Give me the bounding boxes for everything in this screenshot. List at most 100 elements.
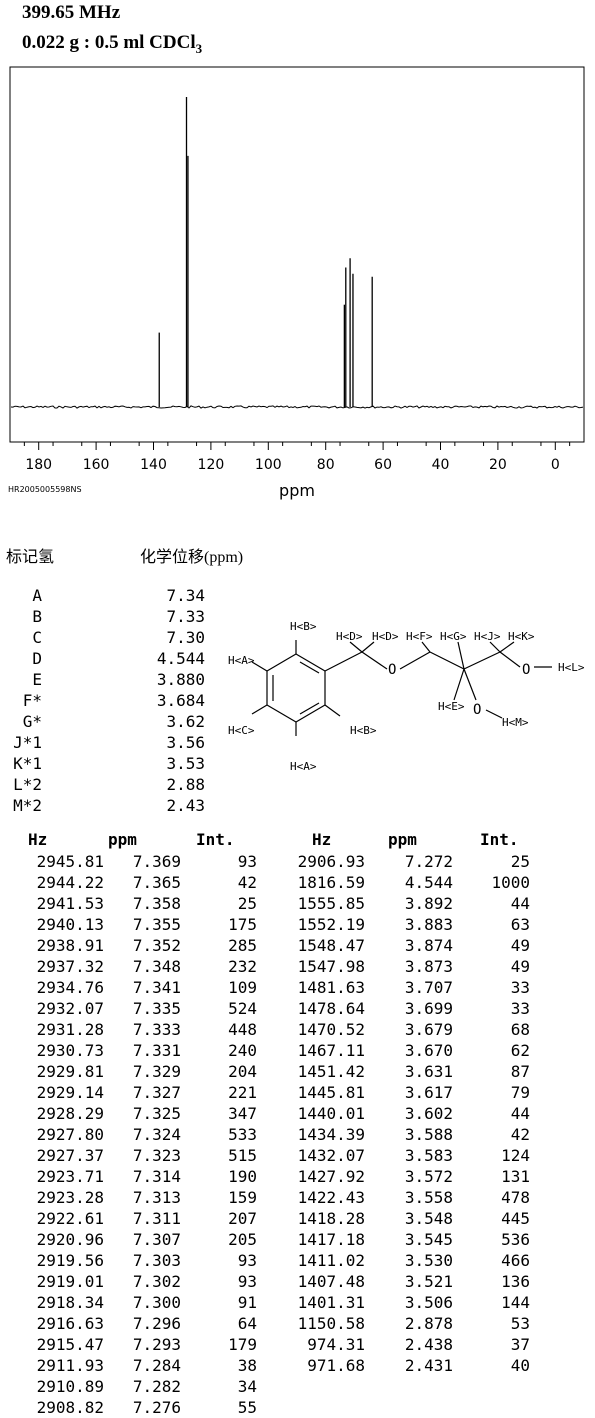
molecule-structure: H<B> H<A> H<C> H<B> H<A> H<D> H<D> H<F> … xyxy=(228,620,585,772)
peak-hz: 1411.02 xyxy=(297,1251,365,1270)
peak-hz: 2927.80 xyxy=(36,1125,104,1144)
peak-hz: 2910.89 xyxy=(36,1377,104,1396)
peak-intensity: 533 xyxy=(228,1125,257,1144)
peak-ppm: 3.530 xyxy=(404,1251,453,1270)
plot-frame xyxy=(9,66,585,443)
chemical-shift: 7.34 xyxy=(166,586,205,605)
peak-ppm: 7.313 xyxy=(132,1188,181,1207)
peak-intensity: 93 xyxy=(237,1251,257,1270)
peak-intensity: 25 xyxy=(510,852,530,871)
peak-hz: 1552.19 xyxy=(297,915,365,934)
chemical-shift: 7.30 xyxy=(166,628,205,647)
peak-intensity: 232 xyxy=(228,957,257,976)
peak-ppm: 3.699 xyxy=(404,999,453,1018)
peak-hz: 2932.07 xyxy=(36,999,104,1018)
chemical-shift: 3.56 xyxy=(166,733,205,752)
h-label-f: H<F> xyxy=(406,630,433,643)
peak-intensity: 136 xyxy=(501,1272,530,1291)
peak-hz: 2906.93 xyxy=(297,852,365,871)
peak-ppm: 7.284 xyxy=(132,1356,181,1375)
assignment-row: C 7.30 xyxy=(0,627,205,648)
peak-hz: 2919.01 xyxy=(36,1272,104,1291)
proton-label: C xyxy=(32,628,42,647)
peak-ppm: 7.302 xyxy=(132,1272,181,1291)
peak-intensity: 40 xyxy=(510,1356,530,1375)
bond-lines xyxy=(251,640,552,736)
peak-intensity: 44 xyxy=(510,1104,530,1123)
assignment-row: B 7.33 xyxy=(0,606,205,627)
peak-table-header: Int. xyxy=(196,830,235,849)
peak-ppm: 3.548 xyxy=(404,1209,453,1228)
peak-hz: 2929.14 xyxy=(36,1083,104,1102)
peak-ppm: 7.355 xyxy=(132,915,181,934)
x-tick-label-5: 80 xyxy=(317,457,335,473)
peak-ppm: 7.272 xyxy=(404,852,453,871)
peak-intensity: 448 xyxy=(228,1020,257,1039)
h-label-j: H<J> xyxy=(474,630,501,643)
peak-intensity: 68 xyxy=(510,1020,530,1039)
peak-intensity: 42 xyxy=(237,873,257,892)
peak-intensity: 159 xyxy=(228,1188,257,1207)
peak-intensity: 204 xyxy=(228,1062,257,1081)
peak-intensity: 190 xyxy=(228,1167,257,1186)
chemical-shift: 7.33 xyxy=(166,607,205,626)
peak-hz: 2928.29 xyxy=(36,1104,104,1123)
peak-intensity: 37 xyxy=(510,1335,530,1354)
peak-intensity: 1000 xyxy=(491,873,530,892)
peak-hz: 2945.81 xyxy=(36,852,104,871)
peak-ppm: 7.335 xyxy=(132,999,181,1018)
proton-label: D xyxy=(32,649,42,668)
x-tick-label-6: 60 xyxy=(374,457,392,473)
terminal-oxygen: O xyxy=(522,662,530,678)
peak-hz: 1470.52 xyxy=(297,1020,365,1039)
peak-hz: 2922.61 xyxy=(36,1209,104,1228)
peak-hz: 2944.22 xyxy=(36,873,104,892)
peak-hz: 1467.11 xyxy=(297,1041,365,1060)
peak-intensity: 240 xyxy=(228,1041,257,1060)
x-tick-label-4: 100 xyxy=(255,457,282,473)
peak-intensity: 33 xyxy=(510,999,530,1018)
peak-ppm: 3.670 xyxy=(404,1041,453,1060)
peak-intensity: 109 xyxy=(228,978,257,997)
peak-hz: 2923.71 xyxy=(36,1167,104,1186)
peak-hz: 1434.39 xyxy=(297,1125,365,1144)
h-label-l: H<L> xyxy=(558,661,585,674)
peak-ppm: 2.878 xyxy=(404,1314,453,1333)
h-label-m: H<M> xyxy=(502,716,529,729)
peak-ppm: 7.369 xyxy=(132,852,181,871)
peak-intensity: 87 xyxy=(510,1062,530,1081)
proton-label: A xyxy=(32,586,42,605)
peak-hz: 1481.63 xyxy=(297,978,365,997)
peak-hz: 1440.01 xyxy=(297,1104,365,1123)
sample-description: 0.022 g : 0.5 ml CDCl3 xyxy=(22,32,202,57)
h-label-a-bottom: H<A> xyxy=(290,760,317,772)
x-axis-ticks: 180 160 140 120 100 80 60 40 20 0 xyxy=(23,442,571,473)
peak-ppm: 7.358 xyxy=(132,894,181,913)
peak-intensity: 285 xyxy=(228,936,257,955)
assignment-row: F* 3.684 xyxy=(0,690,205,711)
peak-ppm: 7.331 xyxy=(132,1041,181,1060)
nmr-spectrum-chart: 180 160 140 120 100 80 60 40 20 0 ppm xyxy=(9,66,585,500)
chemical-shift: 3.53 xyxy=(166,754,205,773)
shift-column-header: 化学位移(ppm) xyxy=(140,549,244,566)
peak-intensity: 63 xyxy=(510,915,530,934)
peak-hz: 1150.58 xyxy=(297,1314,365,1333)
x-tick-label-2: 140 xyxy=(140,457,167,473)
sample-subscript: 3 xyxy=(195,40,203,56)
peak-hz: 2929.81 xyxy=(36,1062,104,1081)
chemical-shift: 3.62 xyxy=(166,712,205,731)
peak-table-header: Hz xyxy=(28,830,48,849)
peak-hz: 1427.92 xyxy=(297,1167,365,1186)
h-label-g: H<G> xyxy=(440,630,467,643)
peak-table-header: ppm xyxy=(388,830,417,849)
peak-intensity: 179 xyxy=(228,1335,257,1354)
peak-hz: 2927.37 xyxy=(36,1146,104,1165)
peak-ppm: 7.276 xyxy=(132,1398,181,1417)
h-label-k: H<K> xyxy=(508,630,535,643)
h-label-b-bottom: H<B> xyxy=(350,724,377,737)
x-tick-label-8: 20 xyxy=(489,457,507,473)
assignment-row: M*2 2.43 xyxy=(0,795,205,816)
label-column-header: 标记氢 xyxy=(6,549,55,566)
peak-table-header: Int. xyxy=(480,830,519,849)
peak-ppm: 3.707 xyxy=(404,978,453,997)
